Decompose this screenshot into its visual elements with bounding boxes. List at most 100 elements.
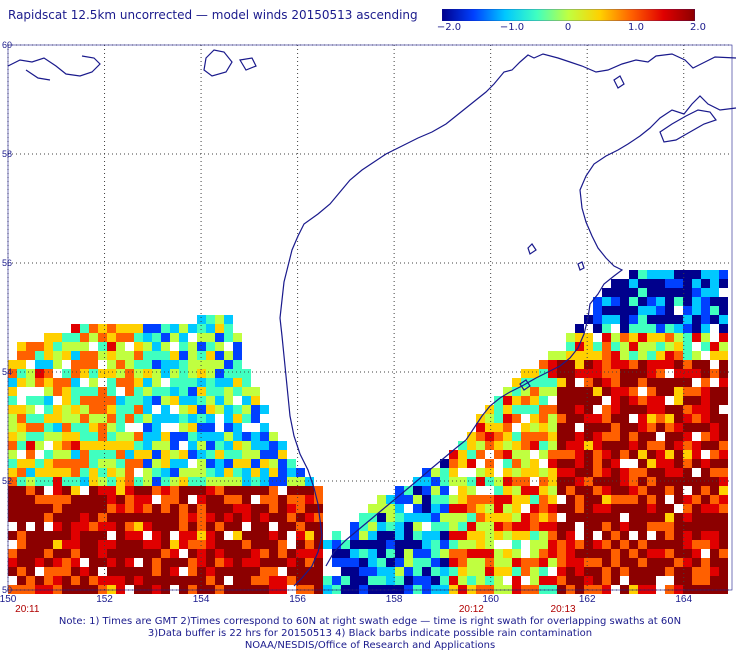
wind-cell — [188, 531, 197, 540]
wind-cell — [35, 432, 44, 441]
wind-cell — [422, 576, 431, 585]
wind-cell — [116, 513, 125, 522]
wind-cell — [665, 459, 674, 468]
wind-cell — [260, 414, 269, 423]
wind-cell — [386, 495, 395, 504]
wind-cell — [674, 342, 683, 351]
wind-cell — [71, 333, 80, 342]
wind-cell — [80, 414, 89, 423]
wind-cell — [503, 423, 512, 432]
wind-cell — [566, 432, 575, 441]
wind-cell — [98, 450, 107, 459]
wind-cell — [494, 486, 503, 495]
wind-cell — [485, 432, 494, 441]
wind-cell — [611, 450, 620, 459]
wind-cell — [368, 504, 377, 513]
wind-cell — [647, 423, 656, 432]
wind-cell — [548, 495, 557, 504]
wind-cell — [296, 504, 305, 513]
wind-cell — [188, 378, 197, 387]
wind-cell — [719, 360, 728, 369]
wind-cell — [80, 531, 89, 540]
wind-cell — [224, 414, 233, 423]
wind-cell — [557, 414, 566, 423]
wind-cell — [647, 414, 656, 423]
wind-cell — [674, 432, 683, 441]
wind-cell — [332, 549, 341, 558]
wind-cell — [71, 441, 80, 450]
wind-cell — [134, 567, 143, 576]
wind-cell — [701, 270, 710, 279]
wind-cell — [233, 387, 242, 396]
wind-cell — [53, 468, 62, 477]
wind-cell — [692, 504, 701, 513]
wind-cell — [8, 513, 17, 522]
wind-cell — [251, 387, 260, 396]
wind-cell — [80, 432, 89, 441]
wind-cell — [602, 522, 611, 531]
wind-cell — [233, 369, 242, 378]
wind-cell — [629, 450, 638, 459]
wind-cell — [431, 540, 440, 549]
wind-cell — [287, 549, 296, 558]
wind-cell — [188, 423, 197, 432]
latitude-label: 60 — [2, 40, 12, 50]
wind-cell — [215, 585, 224, 594]
wind-cell — [539, 387, 548, 396]
wind-cell — [584, 360, 593, 369]
wind-cell — [512, 549, 521, 558]
wind-cell — [485, 531, 494, 540]
wind-cell — [620, 459, 629, 468]
wind-cell — [521, 495, 530, 504]
wind-cell — [26, 396, 35, 405]
wind-cell — [125, 333, 134, 342]
island-small-4 — [519, 379, 531, 391]
wind-cell — [53, 585, 62, 594]
wind-cell — [674, 288, 683, 297]
wind-cell — [98, 495, 107, 504]
wind-cell — [179, 459, 188, 468]
wind-cell — [638, 414, 647, 423]
wind-cell — [512, 459, 521, 468]
wind-cell — [116, 468, 125, 477]
wind-cell — [584, 576, 593, 585]
wind-cell — [602, 414, 611, 423]
wind-cell — [530, 396, 539, 405]
wind-cell — [161, 549, 170, 558]
wind-cell — [188, 468, 197, 477]
wind-cell — [548, 567, 557, 576]
wind-cell — [575, 387, 584, 396]
wind-cell — [575, 333, 584, 342]
wind-cell — [206, 531, 215, 540]
wind-cell — [287, 567, 296, 576]
wind-cell — [620, 504, 629, 513]
wind-cell — [476, 540, 485, 549]
wind-cell — [548, 522, 557, 531]
wind-cell — [611, 441, 620, 450]
wind-cell — [548, 486, 557, 495]
wind-cell — [611, 414, 620, 423]
wind-cell — [557, 468, 566, 477]
wind-cell — [206, 513, 215, 522]
wind-cell — [206, 432, 215, 441]
wind-cell — [269, 486, 278, 495]
wind-cell — [683, 585, 692, 594]
wind-cell — [71, 495, 80, 504]
wind-cell — [683, 477, 692, 486]
west-coastline-fragment — [7, 55, 101, 77]
wind-cell — [53, 567, 62, 576]
wind-cell — [152, 333, 161, 342]
wind-cell — [656, 495, 665, 504]
wind-cell — [629, 405, 638, 414]
wind-cell — [620, 369, 629, 378]
wind-cell — [719, 441, 728, 450]
wind-cell — [503, 504, 512, 513]
karaginsky-island — [659, 109, 717, 143]
wind-cell — [71, 405, 80, 414]
lat-lon-grid — [7, 44, 733, 591]
wind-cell — [593, 297, 602, 306]
wind-cell — [593, 306, 602, 315]
wind-cell — [179, 477, 188, 486]
wind-cell — [170, 396, 179, 405]
wind-cell — [278, 576, 287, 585]
